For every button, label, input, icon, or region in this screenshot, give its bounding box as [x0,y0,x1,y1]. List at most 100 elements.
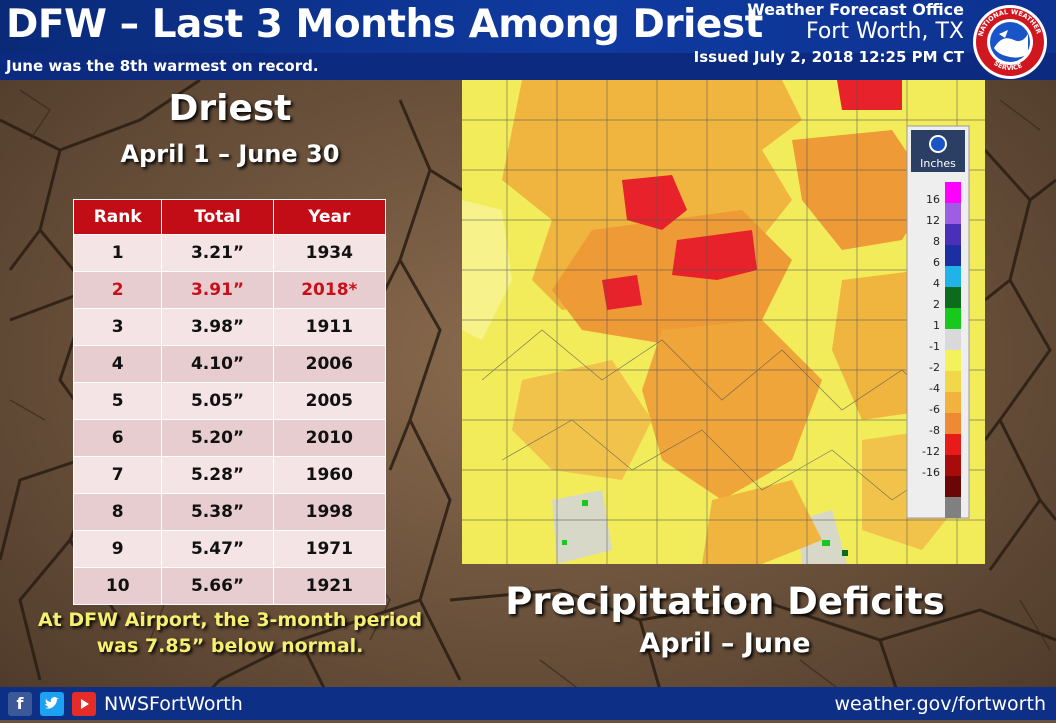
subtitle-band [0,53,1056,80]
social-handle[interactable]: NWSFortWorth [104,693,243,715]
precip-heading: Precipitation Deficits [505,580,945,623]
table-row: 8 5.38” 1998 [72,493,387,531]
year-cell: 2006 [272,345,387,383]
legend-swatch [945,245,961,266]
legend-title: Inches [920,157,956,170]
total-cell: 5.47” [161,530,274,568]
legend-swatch [945,224,961,245]
office-name: Weather Forecast Office [747,0,964,19]
page-subtitle: June was the 8th warmest on record. [6,57,319,75]
total-cell: 3.21” [161,234,274,272]
legend-label: -1 [929,340,940,353]
issued-time: Issued July 2, 2018 12:25 PM CT [693,47,964,66]
legend-swatch [945,203,961,224]
legend-items: 16 12 8 6 4 2 1 -1 -2 -4 -6 -8 -12 -16 [922,182,961,518]
legend-swatch [945,497,961,518]
column-header-rank: Rank [72,199,163,235]
page-title: DFW – Last 3 Months Among Driest [6,2,763,47]
year-cell: 1960 [272,456,387,494]
year-cell: 2005 [272,382,387,420]
nws-seal-logo: NATIONAL WEATHER SERVICE [973,5,1047,79]
legend-swatch [945,182,961,203]
total-cell: 5.38” [161,493,274,531]
rank-cell: 3 [72,308,163,346]
table-row: 4 4.10” 2006 [72,345,387,383]
year-cell: 1911 [272,308,387,346]
table-row: 10 5.66” 1921 [72,567,387,605]
year-cell: 2018* [272,271,387,309]
twitter-icon[interactable] [40,692,64,716]
year-cell: 1971 [272,530,387,568]
legend-label: 4 [933,277,940,290]
legend-label: -2 [929,361,940,374]
dfw-airport-note: At DFW Airport, the 3-month period was 7… [20,608,440,659]
driest-period: April 1 – June 30 [120,140,340,168]
legend-swatch [945,287,961,308]
rank-cell: 7 [72,456,163,494]
column-header-year: Year [272,199,387,235]
table-row: 1 3.21” 1934 [72,234,387,272]
rank-cell: 1 [72,234,163,272]
wet-specks [562,500,848,556]
legend-swatch [945,371,961,392]
total-cell: 3.91” [161,271,274,309]
total-cell: 3.98” [161,308,274,346]
office-location: Fort Worth, TX [805,19,964,45]
table-row: 5 5.05” 2005 [72,382,387,420]
legend-swatch [945,266,961,287]
legend-label: -12 [922,445,940,458]
table-row: 3 3.98” 1911 [72,308,387,346]
table-row: 7 5.28” 1960 [72,456,387,494]
rank-cell: 8 [72,493,163,531]
year-cell: 1921 [272,567,387,605]
legend-swatch [945,350,961,371]
rank-cell: 9 [72,530,163,568]
table-row: 2 3.91” 2018* [72,271,387,309]
year-cell: 1998 [272,493,387,531]
total-cell: 5.20” [161,419,274,457]
legend-label: -16 [922,466,940,479]
rank-cell: 10 [72,567,163,605]
rank-cell: 5 [72,382,163,420]
table-row: 9 5.47” 1971 [72,530,387,568]
legend-label: 1 [933,319,940,332]
legend-label: 16 [926,193,940,206]
office-info: Weather Forecast Office Fort Worth, TX I… [693,0,964,66]
precipitation-deficit-map: Inches 16 12 8 6 4 2 1 -1 -2 -4 -6 -8 -12 -16 [462,80,985,564]
rank-cell: 4 [72,345,163,383]
total-cell: 5.05” [161,382,274,420]
legend-label: 12 [926,214,940,227]
driest-heading: Driest [168,88,292,129]
legend-swatch [945,413,961,434]
note-line-2: was 7.85” below normal. [96,634,364,657]
table-header-row: Rank Total Year [72,199,387,235]
driest-ranking-table: Rank Total Year 1 3.21” 1934 2 3.91” 201… [72,199,387,605]
website-link[interactable]: weather.gov/fortworth [834,693,1046,715]
legend-swatch [945,455,961,476]
legend-swatch [945,308,961,329]
legend-swatch [945,329,961,350]
header-bar [0,0,1056,80]
year-cell: 2010 [272,419,387,457]
footer-bar [0,687,1056,720]
rank-cell: 2 [72,271,163,309]
youtube-icon[interactable] [72,692,96,716]
column-header-total: Total [161,199,274,235]
legend-label: -8 [929,424,940,437]
table-row: 6 5.20” 2010 [72,419,387,457]
total-cell: 5.66” [161,567,274,605]
legend-label: 8 [933,235,940,248]
legend-swatch [945,476,961,497]
rank-cell: 6 [72,419,163,457]
year-cell: 1934 [272,234,387,272]
legend-label: -4 [929,382,940,395]
total-cell: 4.10” [161,345,274,383]
note-line-1: At DFW Airport, the 3-month period [37,609,423,631]
total-cell: 5.28” [161,456,274,494]
facebook-icon[interactable]: f [8,692,32,716]
county-boundaries [462,80,985,564]
legend-swatch [945,392,961,413]
legend-label: 2 [933,298,940,311]
legend-swatch [945,434,961,455]
legend-label: 6 [933,256,940,269]
